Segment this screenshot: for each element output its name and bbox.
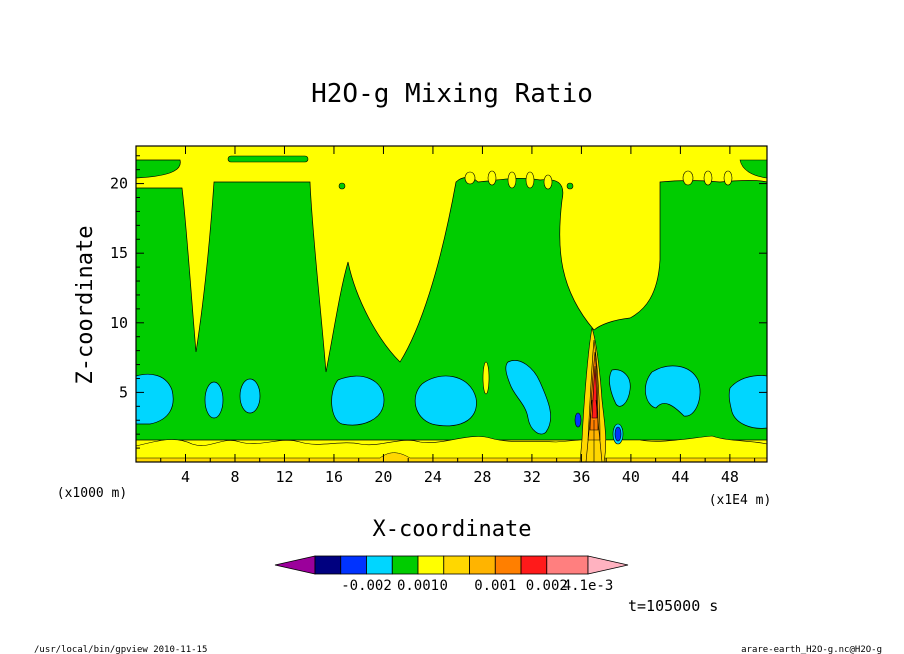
- x-tick-label: 24: [424, 468, 442, 486]
- colorbar-min-triangle: [274, 555, 316, 575]
- y-tick-label: 15: [110, 244, 128, 262]
- colorbar-swatch: [340, 555, 367, 575]
- y-tick-label: 10: [110, 314, 128, 332]
- x-tick-label: 20: [374, 468, 392, 486]
- colorbar-swatch: [494, 555, 522, 575]
- x-tick-label: 48: [721, 468, 739, 486]
- footer-left: /usr/local/bin/gpview 2010-11-15: [34, 645, 207, 654]
- time-label: t=105000 s: [628, 597, 718, 615]
- colorbar-label: 4.1e-3: [563, 578, 614, 594]
- colorbar: [274, 555, 629, 575]
- colorbar-swatch: [546, 555, 589, 575]
- contour-region-green-strip: [227, 155, 309, 163]
- contour-notch: [482, 361, 490, 395]
- colorbar-swatch: [314, 555, 342, 575]
- contour-region-green-main: [136, 177, 767, 441]
- colorbar-swatch: [469, 555, 496, 575]
- colorbar-swatch: [520, 555, 548, 575]
- x-tick-label: 28: [473, 468, 491, 486]
- colorbar-label: -0.002: [341, 578, 392, 594]
- colorbar-label: 0.001: [397, 578, 439, 594]
- x-units-left: (x1000 m): [57, 486, 127, 501]
- contour-region-green-top-right: [739, 159, 767, 179]
- x-tick-label: 12: [275, 468, 293, 486]
- x-tick-label: 16: [325, 468, 343, 486]
- x-axis-ticks: 4 8 12 16 20 24 28 32 36 40 44 48: [160, 146, 756, 486]
- x-tick-label: 40: [622, 468, 640, 486]
- y-tick-label: 20: [110, 175, 128, 193]
- chart-title: H2O-g Mixing Ratio: [311, 79, 593, 109]
- x-units-right: (x1E4 m): [709, 493, 772, 508]
- contour-regions-cyan: [136, 360, 767, 435]
- footer-right: arare-earth_H2O-g.nc@H2O-g: [741, 645, 882, 654]
- colorbar-label: 0.002: [526, 578, 568, 594]
- colorbar-label: 0: [440, 578, 448, 594]
- contour-region-yellow-lower: [136, 435, 767, 462]
- y-axis-label: Z-coordinate: [73, 226, 98, 385]
- y-tick-label: 5: [119, 383, 128, 401]
- x-tick-label: 32: [523, 468, 541, 486]
- colorbar-label: 0.001: [474, 578, 516, 594]
- colorbar-swatch: [443, 555, 470, 575]
- x-tick-label: 4: [181, 468, 190, 486]
- x-tick-label: 36: [572, 468, 590, 486]
- colorbar-swatch: [366, 555, 393, 575]
- colorbar-swatch: [391, 555, 419, 575]
- colorbar-swatch: [417, 555, 445, 575]
- colorbar-max-triangle: [587, 555, 629, 575]
- x-tick-label: 44: [671, 468, 689, 486]
- contour-bubbles-upper: [338, 170, 733, 190]
- x-axis-label: X-coordinate: [373, 517, 532, 542]
- plot-frame: [135, 145, 768, 463]
- contour-convective-core: [574, 327, 624, 462]
- x-tick-label: 8: [230, 468, 239, 486]
- contour-plot-area: [135, 145, 768, 463]
- contour-region-orange-ground: [136, 452, 767, 462]
- y-axis-ticks: 5 10 15 20: [110, 155, 767, 449]
